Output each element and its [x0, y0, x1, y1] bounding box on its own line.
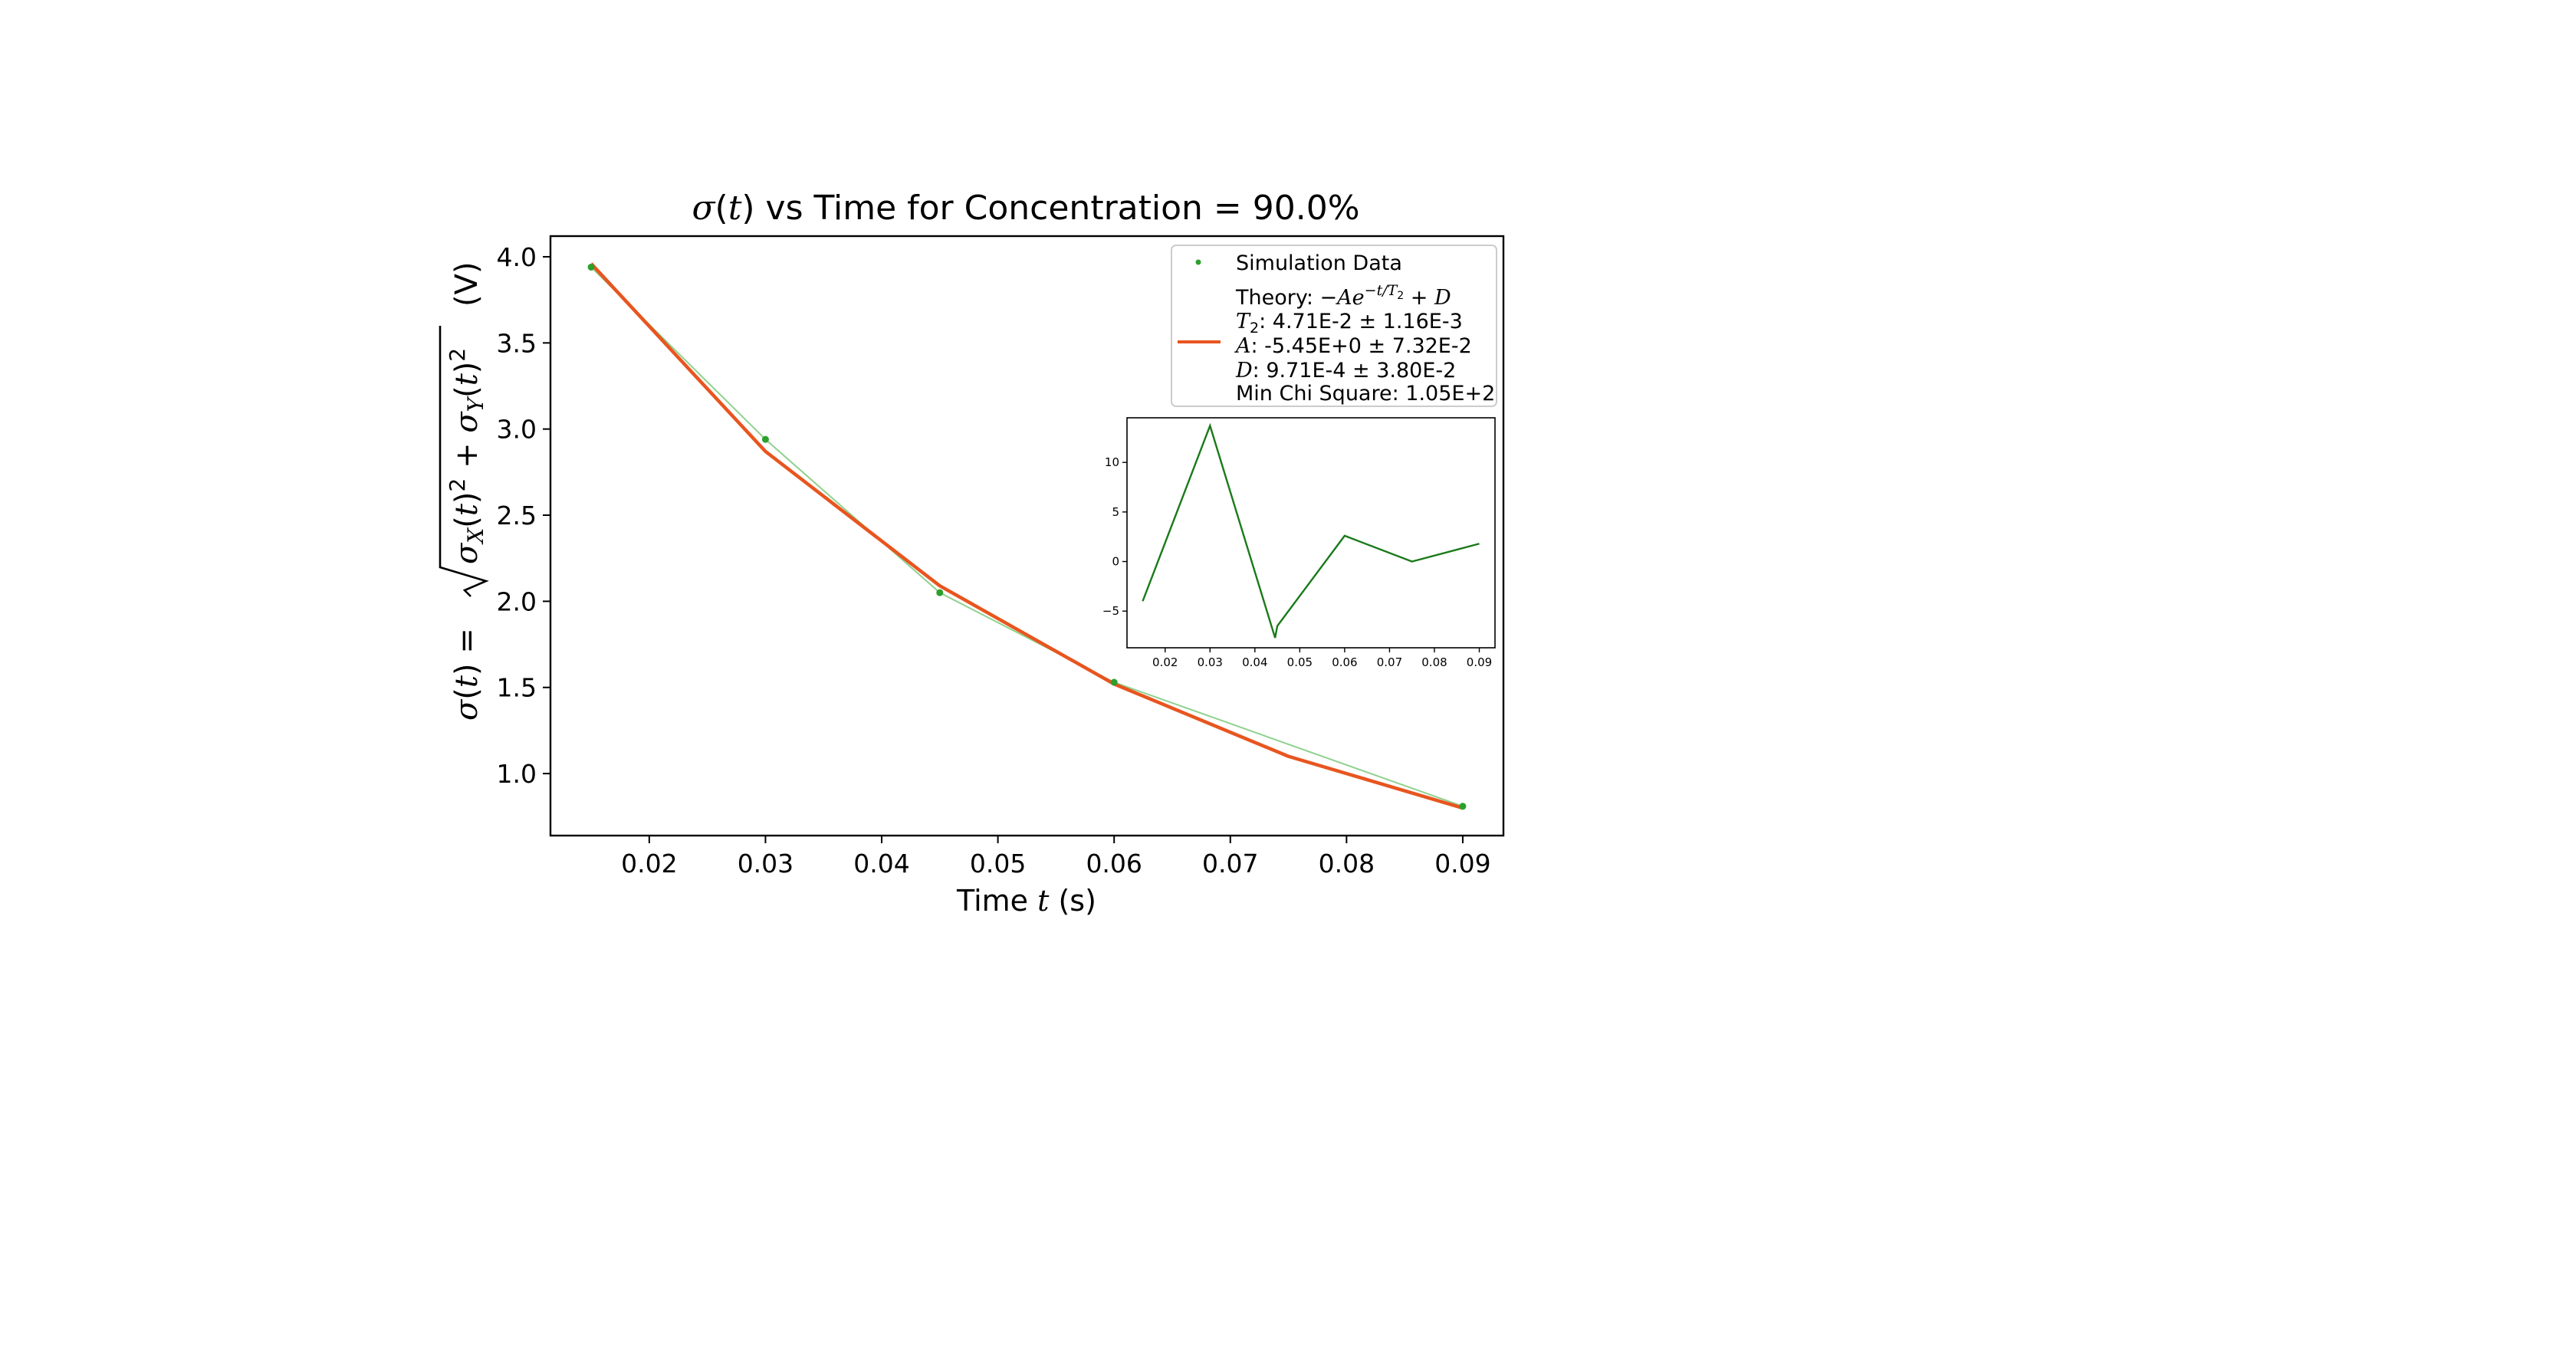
main-series-layer — [587, 262, 1467, 810]
inset-plot: 0.02 0.03 0.04 0.05 0.06 0.07 0.08 0.09 −5 0 5 10 — [1102, 417, 1496, 669]
legend-param-chi: Min Chi Square: 1.05E+2 — [1236, 382, 1495, 406]
y-axis-label-text: σ(t) = — [449, 628, 485, 721]
main-plot-frame — [549, 235, 1505, 837]
x-tick-label: 0.03 — [738, 849, 794, 879]
simulation-data-point — [1110, 678, 1118, 686]
title-variable: t — [728, 189, 742, 228]
inset-x-tick-label: 0.05 — [1287, 655, 1313, 669]
x-tick-label: 0.02 — [621, 849, 677, 879]
legend-box — [1171, 245, 1497, 407]
theory-curve — [590, 262, 1464, 810]
x-tick-label: 0.09 — [1434, 849, 1490, 879]
y-tick-label: 3.0 — [497, 415, 537, 445]
y-tick-label: 1.5 — [497, 673, 537, 703]
y-axis-label: σ(t) = σX(t)2 + σY(t)2 (V) — [439, 261, 489, 721]
main-plot-area: 0.02 0.03 0.04 0.05 0.06 0.07 0.08 0.09 1.0 1.5 2… — [497, 235, 1505, 879]
inset-y-axis-ticks: −5 0 5 10 — [1102, 455, 1127, 618]
x-tick-label: 0.05 — [970, 849, 1026, 879]
inset-y-tick-label: 0 — [1112, 555, 1119, 569]
x-axis-label-var: t — [1037, 884, 1050, 918]
inset-x-tick-label: 0.02 — [1152, 655, 1178, 669]
inset-series-layer — [1142, 422, 1480, 639]
x-tick-label: 0.08 — [1319, 849, 1375, 879]
inset-y-tick-label: −5 — [1102, 604, 1119, 618]
simulation-data-point — [761, 435, 769, 443]
title-close-paren: ) — [741, 189, 754, 228]
simulation-data-point — [587, 263, 595, 271]
chart-title: σ(t) vs Time for Concentration = 90.0% — [692, 189, 1359, 228]
title-open-paren: ( — [715, 189, 728, 228]
legend-param-d: D: 9.71E-4 ± 3.80E-2 — [1235, 359, 1456, 383]
legend-param-t2: T2: 4.71E-2 ± 1.16E-3 — [1236, 310, 1463, 337]
inset-x-tick-label: 0.06 — [1332, 655, 1357, 669]
x-axis-label-post: (s) — [1049, 884, 1096, 918]
y-axis-label-radicand: σX(t)2 + σY(t)2 — [445, 348, 488, 564]
legend: Simulation Data Theory: −Ae−t/T2 + D T2:… — [1171, 245, 1497, 407]
legend-scatter-label: Simulation Data — [1236, 251, 1402, 275]
legend-scatter-marker — [1195, 259, 1201, 265]
title-text: vs Time for Concentration = 90.0% — [755, 189, 1360, 228]
simulation-data-point — [1459, 803, 1467, 810]
x-tick-label: 0.06 — [1086, 849, 1142, 879]
inset-x-tick-label: 0.07 — [1377, 655, 1402, 669]
inset-x-tick-label: 0.08 — [1421, 655, 1447, 669]
inset-x-tick-label: 0.04 — [1242, 655, 1267, 669]
x-axis-label: Time t (s) — [956, 884, 1096, 918]
x-axis-ticks: 0.02 0.03 0.04 0.05 0.06 0.07 0.08 0.09 — [621, 836, 1491, 879]
inset-frame — [1126, 417, 1496, 649]
inset-x-tick-label: 0.09 — [1467, 655, 1492, 669]
y-tick-label: 2.0 — [497, 586, 537, 616]
inset-residual-line — [1142, 422, 1480, 639]
legend-param-a: A: -5.45E+0 ± 7.32E-2 — [1234, 334, 1472, 358]
sqrt-sign — [439, 326, 489, 597]
title-symbol: σ — [692, 189, 716, 228]
y-tick-label: 2.5 — [497, 501, 537, 530]
inset-x-tick-label: 0.03 — [1198, 655, 1223, 669]
inset-y-tick-label: 10 — [1105, 455, 1119, 469]
x-tick-label: 0.04 — [853, 849, 909, 879]
y-axis-ticks: 1.0 1.5 2.0 2.5 3.0 3.5 4.0 — [497, 242, 550, 789]
inset-x-axis-ticks: 0.02 0.03 0.04 0.05 0.06 0.07 0.08 0.09 — [1152, 648, 1492, 669]
inset-y-tick-label: 5 — [1112, 505, 1119, 519]
y-tick-label: 3.5 — [497, 328, 537, 358]
simulation-data-point — [936, 589, 944, 596]
x-axis-label-pre: Time — [956, 884, 1037, 918]
y-tick-label: 4.0 — [497, 242, 537, 272]
x-tick-label: 0.07 — [1202, 849, 1258, 879]
y-tick-label: 1.0 — [497, 759, 537, 789]
legend-theory-formula: Theory: −Ae−t/T2 + D — [1235, 282, 1451, 310]
inset-background — [1127, 418, 1495, 648]
y-axis-label-unit: (V) — [449, 261, 485, 307]
